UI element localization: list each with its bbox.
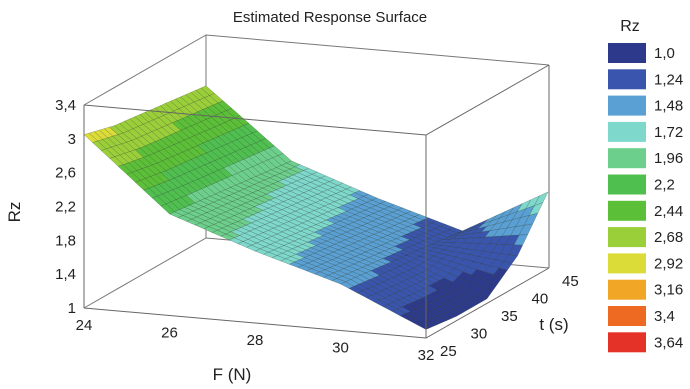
z-tick-label: 1,4 xyxy=(55,266,76,283)
y-tick-label: 25 xyxy=(440,343,457,360)
y-axis-label: t (s) xyxy=(539,315,568,334)
legend-label: 1,96 xyxy=(654,150,683,167)
legend-label: 1,48 xyxy=(654,98,683,115)
legend-label: 2,44 xyxy=(654,203,683,220)
x-tick-label: 24 xyxy=(76,317,93,334)
legend-label: 2,68 xyxy=(654,229,683,246)
plot-box-front xyxy=(83,64,550,339)
z-tick-label: 1 xyxy=(68,300,76,317)
x-axis-label: F (N) xyxy=(213,365,252,384)
x-axis-ticks: 24 26 28 30 32 xyxy=(76,317,435,364)
legend-swatch xyxy=(608,95,646,116)
legend-label: 1,24 xyxy=(654,71,683,88)
legend: 1,0 1,24 1,48 1,72 1,96 2,2 2,44 2,68 2,92 3,16 3,… xyxy=(608,43,683,353)
legend-swatch xyxy=(608,253,646,274)
legend-swatch xyxy=(608,332,646,353)
legend-label: 3,4 xyxy=(654,308,675,325)
surface-mesh xyxy=(83,85,549,330)
legend-swatch xyxy=(608,43,646,63)
legend-label: 1,72 xyxy=(654,124,683,141)
z-tick-label: 3,4 xyxy=(55,97,76,114)
y-tick-label: 30 xyxy=(471,326,488,343)
legend-swatch xyxy=(608,121,646,142)
legend-swatch xyxy=(608,306,646,326)
legend-swatch xyxy=(608,227,646,248)
x-tick-label: 28 xyxy=(247,332,264,349)
x-tick-label: 32 xyxy=(418,347,435,364)
legend-label: 1,0 xyxy=(654,45,675,62)
surface-cell xyxy=(417,322,432,330)
legend-label: 2,2 xyxy=(654,177,675,194)
z-axis-ticks: 1 1,4 1,8 2,2 2,6 3 3,4 xyxy=(55,97,76,317)
legend-label: 3,16 xyxy=(654,282,683,299)
z-tick-label: 1,8 xyxy=(55,232,76,249)
legend-label: 2,92 xyxy=(654,255,683,272)
legend-title: Rz xyxy=(620,18,640,35)
legend-swatch xyxy=(608,148,646,169)
legend-swatch xyxy=(608,69,646,90)
y-tick-label: 40 xyxy=(532,291,549,308)
legend-label: 3,64 xyxy=(654,334,683,351)
legend-swatch xyxy=(608,279,646,300)
x-tick-label: 30 xyxy=(332,340,349,357)
chart-title: Estimated Response Surface xyxy=(233,9,427,26)
z-axis-label: Rz xyxy=(5,202,24,223)
x-tick-label: 26 xyxy=(161,325,178,342)
z-tick-label: 3 xyxy=(68,131,76,148)
y-axis-ticks: 25 30 35 40 45 xyxy=(440,273,579,360)
legend-swatch xyxy=(608,174,646,195)
y-tick-label: 35 xyxy=(501,308,518,325)
z-tick-label: 2,6 xyxy=(55,165,76,182)
z-tick-label: 2,2 xyxy=(55,199,76,216)
y-tick-label: 45 xyxy=(562,273,579,290)
legend-swatch xyxy=(608,200,646,221)
